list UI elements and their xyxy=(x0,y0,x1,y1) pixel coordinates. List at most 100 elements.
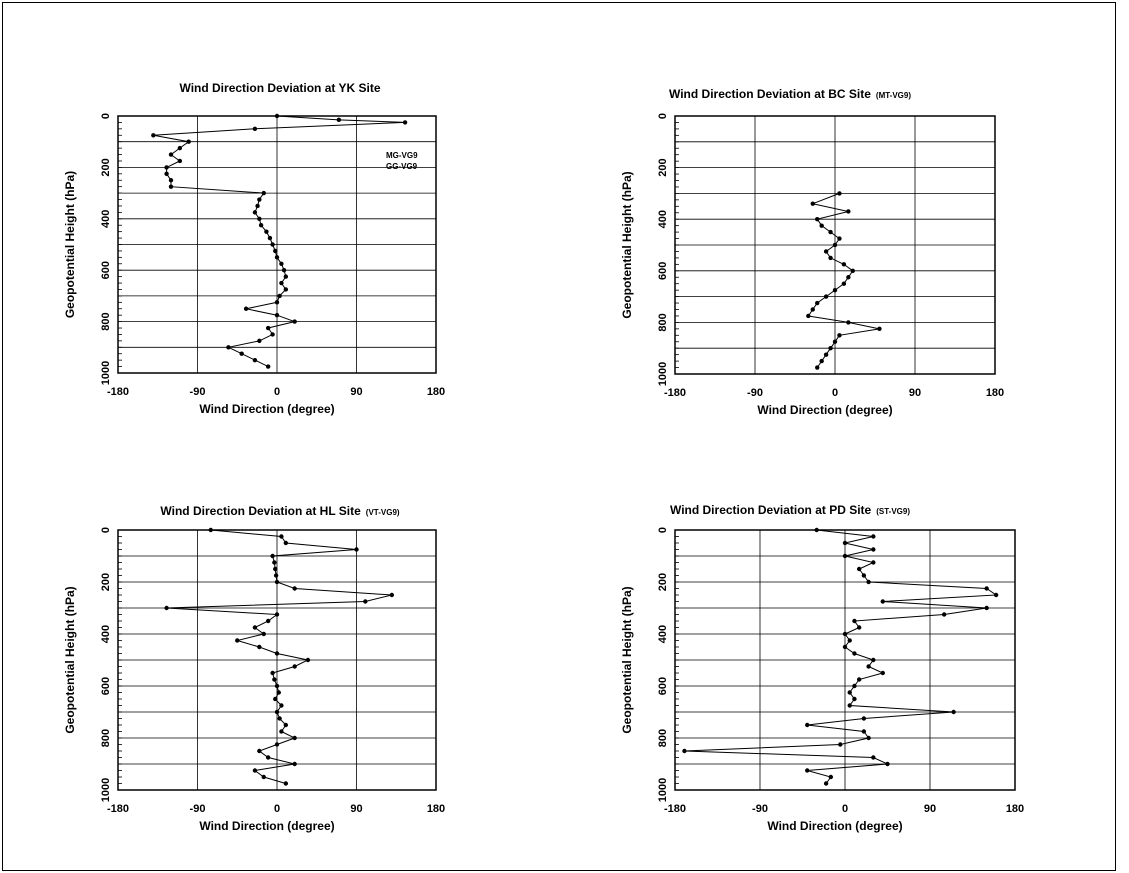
y-tick-label: 1000 xyxy=(100,778,112,802)
y-tick-label: 0 xyxy=(100,113,112,119)
series-line xyxy=(153,115,406,368)
legend-entry: MG-VG9 xyxy=(386,151,418,160)
data-point xyxy=(274,312,280,318)
data-point xyxy=(261,774,266,780)
data-point xyxy=(852,696,857,702)
data-point xyxy=(871,547,876,552)
data-point xyxy=(270,242,275,247)
data-point xyxy=(880,670,885,676)
data-point xyxy=(258,223,264,228)
data-point xyxy=(292,735,297,741)
data-point xyxy=(279,280,284,286)
y-tick-label: 600 xyxy=(100,261,112,279)
series-line xyxy=(684,529,998,784)
data-point xyxy=(402,120,408,125)
data-point xyxy=(819,223,824,228)
data-point xyxy=(815,217,820,222)
data-point xyxy=(984,586,989,591)
data-point xyxy=(871,560,876,565)
data-point xyxy=(264,229,269,234)
data-point xyxy=(177,158,183,164)
data-point xyxy=(847,703,852,708)
data-point xyxy=(265,618,271,624)
data-point xyxy=(177,145,183,151)
legend-entry: GG-VG9 xyxy=(386,162,418,171)
data-point xyxy=(880,599,885,604)
data-point xyxy=(850,268,855,273)
data-point xyxy=(274,742,280,747)
y-tick-label: 0 xyxy=(657,113,669,119)
data-point xyxy=(283,722,289,728)
data-point xyxy=(279,261,284,266)
data-point xyxy=(257,197,262,202)
data-point xyxy=(151,133,156,138)
data-point xyxy=(164,165,169,170)
data-point xyxy=(871,755,876,760)
data-point xyxy=(168,184,174,189)
x-tick-label: -180 xyxy=(107,803,129,815)
data-point xyxy=(283,287,289,292)
data-point xyxy=(847,638,852,643)
data-point xyxy=(274,683,280,689)
x-tick-label: -180 xyxy=(664,387,686,399)
data-point xyxy=(257,644,262,650)
data-point xyxy=(272,560,277,565)
data-point xyxy=(861,729,867,734)
data-point xyxy=(273,248,278,254)
data-point xyxy=(871,534,876,539)
x-tick-label: 90 xyxy=(350,803,362,815)
data-point xyxy=(283,274,289,279)
y-tick-label: 0 xyxy=(100,527,112,533)
data-point xyxy=(828,229,833,235)
data-point xyxy=(877,326,882,332)
data-point xyxy=(277,293,282,299)
data-point xyxy=(265,325,271,331)
y-tick-label: 0 xyxy=(657,527,669,533)
data-point xyxy=(255,203,260,209)
data-point xyxy=(276,690,281,695)
x-axis-label: Wind Direction (degree) xyxy=(199,402,334,416)
x-tick-label: 180 xyxy=(427,803,445,815)
x-tick-label: -90 xyxy=(747,387,763,399)
data-point xyxy=(243,306,249,311)
data-point xyxy=(168,152,174,157)
data-point xyxy=(846,209,851,214)
y-axis-label: Geopotential Height (hPa) xyxy=(63,171,77,318)
data-point xyxy=(226,345,231,350)
x-tick-label: -180 xyxy=(107,386,129,398)
data-point xyxy=(832,242,838,248)
y-tick-label: 1000 xyxy=(657,362,669,386)
x-tick-label: -90 xyxy=(752,803,768,815)
y-tick-label: 200 xyxy=(657,573,669,591)
data-point xyxy=(828,255,833,261)
data-point xyxy=(842,644,848,650)
data-point xyxy=(852,618,857,624)
data-point xyxy=(270,670,275,676)
data-point xyxy=(208,527,213,533)
data-point xyxy=(866,664,871,669)
y-tick-label: 200 xyxy=(657,158,669,176)
data-point xyxy=(252,210,258,215)
y-tick-label: 200 xyxy=(100,158,112,176)
data-point xyxy=(866,579,871,585)
data-point xyxy=(261,190,266,196)
y-tick-label: 400 xyxy=(657,210,669,228)
data-point xyxy=(277,716,282,721)
data-point xyxy=(292,664,297,669)
data-point xyxy=(270,332,275,337)
x-axis-label: Wind Direction (degree) xyxy=(767,819,902,833)
data-point xyxy=(239,351,244,356)
chart-title: Wind Direction Deviation at PD Site (ST-V… xyxy=(670,503,910,517)
data-point xyxy=(951,709,956,715)
x-tick-label: -90 xyxy=(190,803,206,815)
data-point xyxy=(274,255,280,260)
x-tick-label: 180 xyxy=(986,387,1004,399)
data-point xyxy=(832,339,838,344)
data-point xyxy=(354,547,359,552)
data-point xyxy=(823,781,829,786)
data-point xyxy=(842,553,848,559)
data-point xyxy=(265,755,271,760)
data-point xyxy=(273,566,278,572)
y-tick-label: 400 xyxy=(657,625,669,643)
data-point xyxy=(846,275,851,280)
